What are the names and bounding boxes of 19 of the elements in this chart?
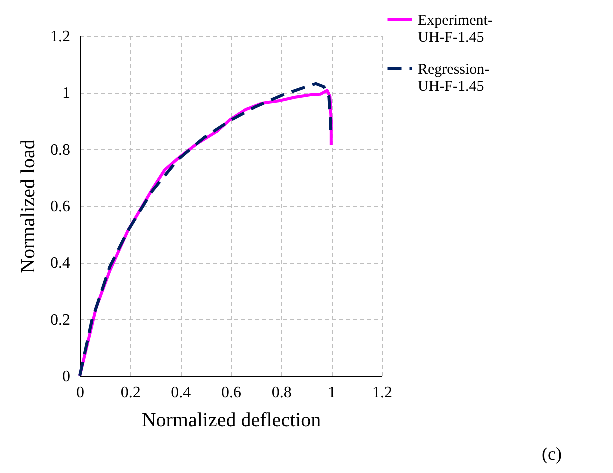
x-tick-label: 0.6	[222, 384, 242, 402]
x-tick-label: 0.8	[272, 384, 292, 402]
x-tick-label: 1.2	[372, 384, 392, 402]
x-tick-label: 0.2	[120, 384, 141, 402]
legend-label: Regression-UH-F-1.45	[418, 62, 490, 95]
y-tick-label: 0.6	[50, 198, 70, 216]
x-tick-label: 0	[76, 384, 84, 402]
y-tick-label: 0.8	[50, 142, 70, 159]
y-tick-label: 1.2	[50, 28, 70, 46]
x-tick-label: 0.4	[171, 384, 192, 402]
text: (c)	[542, 444, 562, 464]
y-tick-label: 1	[62, 85, 70, 102]
y-tick-label: 0	[62, 368, 70, 386]
x-axis-title: Normalized deflection	[142, 410, 322, 432]
y-axis-title: Normalized load	[18, 140, 40, 274]
y-tick-label: 0.2	[50, 312, 70, 329]
legend-label: Experiment-UH-F-1.45	[418, 13, 493, 46]
x-tick-label: 1	[328, 384, 336, 402]
y-tick-label: 0.4	[50, 255, 70, 272]
